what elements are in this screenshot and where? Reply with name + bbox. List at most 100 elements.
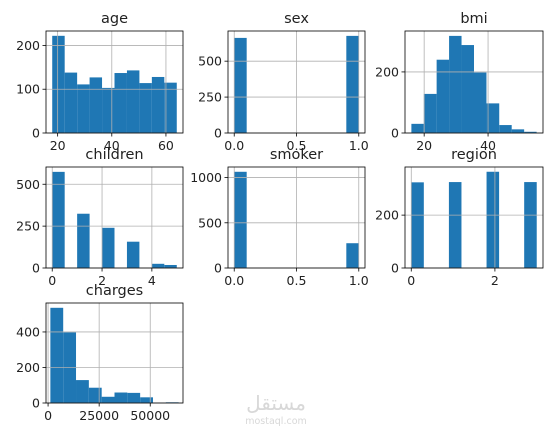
y-tick-label: 200: [16, 38, 40, 53]
x-ticks: 20 40 60: [50, 133, 174, 153]
histogram-bar: [114, 73, 127, 133]
panel-title: age: [101, 11, 128, 27]
histogram-panel-children: 0 2 4 0 250 500 children: [16, 147, 184, 288]
panel-title: smoker: [270, 147, 323, 163]
x-ticks: 0 25000 50000: [44, 403, 170, 423]
histogram-panel-charges: 0 25000 50000 0 200 400 charges: [16, 283, 184, 423]
histogram-bar: [448, 182, 462, 268]
y-tick-label: 200: [375, 208, 399, 223]
y-tick-label: 0: [391, 261, 399, 276]
x-tick-label: 0.0: [224, 138, 244, 153]
x-ticks: 0 2 4: [48, 268, 156, 288]
y-tick-label: 0: [214, 261, 222, 276]
panel-title: charges: [86, 283, 143, 299]
bars: [52, 35, 177, 133]
histogram-bar: [151, 76, 165, 133]
histogram-panel-smoker: 0.0 0.5 1.0 0 500 1000 smoker: [190, 147, 369, 288]
y-tick-label: 200: [375, 64, 399, 79]
panel-title: region: [451, 147, 497, 163]
histogram-bar: [102, 227, 115, 268]
x-tick-label: 1.0: [349, 138, 369, 153]
axes-frame: [404, 166, 544, 269]
x-tick-label: 0: [48, 273, 56, 288]
histogram-bar: [127, 392, 141, 403]
y-ticks: 0 250 500: [16, 177, 46, 276]
y-tick-label: 500: [16, 177, 40, 192]
watermark-logo-text: مستقل: [246, 391, 306, 415]
histogram-bar: [423, 93, 437, 133]
x-tick-label: 0.0: [224, 273, 244, 288]
histogram-bar: [511, 129, 525, 133]
axes-frame: [404, 30, 544, 134]
histogram-bar: [164, 264, 177, 268]
x-tick-label: 25000: [79, 408, 119, 423]
x-tick-label: 20: [50, 138, 66, 153]
grid-lines: [228, 31, 365, 134]
x-ticks: 20 40: [416, 133, 496, 153]
y-ticks: 0 200 400: [16, 324, 46, 411]
y-tick-label: 500: [198, 54, 222, 69]
panel-title: sex: [284, 11, 309, 27]
bars: [234, 171, 359, 268]
histogram-bar: [346, 35, 359, 133]
bars: [234, 35, 359, 133]
histogram-bar: [102, 87, 115, 133]
y-ticks: 0 200: [375, 64, 405, 141]
histogram-bar: [101, 396, 115, 403]
panel-title: children: [85, 147, 143, 163]
y-ticks: 0 100 200: [16, 38, 46, 141]
y-ticks: 0 250 500: [198, 54, 228, 141]
histogram-bar: [474, 72, 487, 133]
x-tick-label: 0.5: [287, 273, 307, 288]
x-tick-label: 0.5: [287, 138, 307, 153]
bars: [50, 307, 179, 403]
histogram-bar: [77, 84, 90, 133]
x-tick-label: 60: [158, 138, 174, 153]
panel-title: bmi: [460, 11, 487, 27]
x-tick-label: 20: [416, 138, 432, 153]
histogram-bar: [64, 72, 78, 133]
y-tick-label: 0: [391, 126, 399, 141]
y-tick-label: 100: [16, 82, 40, 97]
histogram-bar: [88, 387, 102, 403]
x-tick-label: 40: [104, 138, 120, 153]
histogram-bar: [486, 103, 500, 133]
histogram-bar: [234, 171, 247, 268]
y-tick-label: 0: [32, 126, 40, 141]
y-tick-label: 0: [214, 126, 222, 141]
bars: [52, 171, 177, 268]
y-tick-label: 500: [198, 215, 222, 230]
x-tick-label: 2: [98, 273, 106, 288]
y-tick-label: 1000: [190, 170, 222, 185]
bars: [411, 171, 537, 268]
histogram-bar: [114, 392, 128, 403]
histogram-bar: [77, 213, 90, 268]
y-tick-label: 0: [32, 396, 40, 411]
histogram-bar: [524, 131, 537, 133]
histogram-bar: [411, 182, 424, 268]
x-tick-label: 0: [407, 273, 415, 288]
histogram-bar: [436, 59, 450, 133]
y-tick-label: 0: [32, 261, 40, 276]
y-tick-label: 250: [198, 90, 222, 105]
histogram-bar: [126, 241, 140, 268]
histogram-bar: [52, 35, 65, 133]
bars: [411, 35, 537, 133]
y-tick-label: 250: [16, 219, 40, 234]
x-tick-label: 4: [148, 273, 156, 288]
x-ticks: 0.0 0.5 1.0: [224, 268, 369, 288]
histogram-bar: [346, 243, 359, 268]
axes-frame: [45, 30, 184, 134]
histogram-bar: [524, 182, 537, 268]
histogram-bar: [52, 171, 65, 268]
histogram-panel-sex: 0.0 0.5 1.0 0 250 500 sex: [198, 11, 369, 153]
x-tick-label: 40: [480, 138, 496, 153]
histogram-bar: [461, 45, 474, 133]
x-tick-label: 0: [44, 408, 52, 423]
histogram-bar: [164, 82, 177, 133]
axes-frame: [45, 166, 184, 269]
